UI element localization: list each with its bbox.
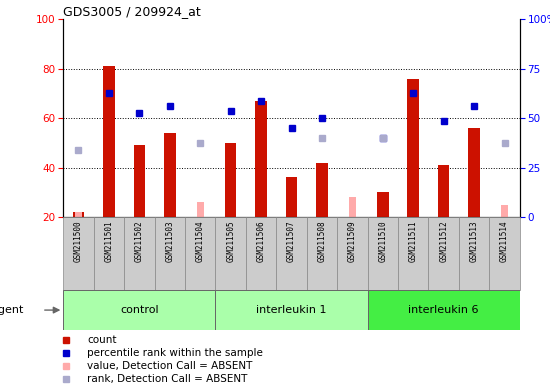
Bar bbox=[276, 217, 307, 290]
Bar bbox=[246, 217, 276, 290]
Bar bbox=[164, 133, 175, 217]
Bar bbox=[468, 128, 480, 217]
Text: GSM211508: GSM211508 bbox=[317, 220, 327, 262]
Bar bbox=[490, 217, 520, 290]
Text: GSM211506: GSM211506 bbox=[256, 220, 266, 262]
Bar bbox=[155, 217, 185, 290]
Bar bbox=[73, 212, 84, 217]
Text: GSM211503: GSM211503 bbox=[165, 220, 174, 262]
Bar bbox=[377, 192, 389, 217]
Text: value, Detection Call = ABSENT: value, Detection Call = ABSENT bbox=[87, 361, 252, 371]
Bar bbox=[459, 217, 490, 290]
Bar bbox=[197, 202, 204, 217]
Text: GSM211500: GSM211500 bbox=[74, 220, 83, 262]
Text: GSM211510: GSM211510 bbox=[378, 220, 387, 262]
Text: GSM211514: GSM211514 bbox=[500, 220, 509, 262]
Text: GSM211511: GSM211511 bbox=[409, 220, 418, 262]
Bar bbox=[225, 143, 236, 217]
Bar bbox=[367, 217, 398, 290]
Bar bbox=[438, 165, 449, 217]
Bar bbox=[216, 290, 367, 330]
Text: GSM211501: GSM211501 bbox=[104, 220, 113, 262]
Bar bbox=[349, 197, 356, 217]
Text: GSM211513: GSM211513 bbox=[470, 220, 478, 262]
Bar bbox=[75, 212, 82, 217]
Text: GSM211507: GSM211507 bbox=[287, 220, 296, 262]
Text: control: control bbox=[120, 305, 158, 315]
Text: interleukin 6: interleukin 6 bbox=[409, 305, 479, 315]
Text: GDS3005 / 209924_at: GDS3005 / 209924_at bbox=[63, 5, 201, 18]
Text: rank, Detection Call = ABSENT: rank, Detection Call = ABSENT bbox=[87, 374, 248, 384]
Text: GSM211505: GSM211505 bbox=[226, 220, 235, 262]
Bar bbox=[124, 217, 155, 290]
Bar bbox=[94, 217, 124, 290]
Bar bbox=[408, 79, 419, 217]
Bar bbox=[63, 217, 94, 290]
Text: agent: agent bbox=[0, 305, 24, 315]
Bar bbox=[255, 101, 267, 217]
Bar bbox=[103, 66, 115, 217]
Bar bbox=[428, 217, 459, 290]
Text: GSM211509: GSM211509 bbox=[348, 220, 357, 262]
Bar bbox=[307, 217, 337, 290]
Text: count: count bbox=[87, 335, 117, 345]
Bar bbox=[134, 145, 145, 217]
Bar bbox=[185, 217, 216, 290]
Bar bbox=[316, 162, 328, 217]
Text: GSM211504: GSM211504 bbox=[196, 220, 205, 262]
Bar bbox=[398, 217, 428, 290]
Bar bbox=[337, 217, 367, 290]
Text: interleukin 1: interleukin 1 bbox=[256, 305, 327, 315]
Bar bbox=[216, 217, 246, 290]
Text: percentile rank within the sample: percentile rank within the sample bbox=[87, 348, 263, 358]
Bar bbox=[63, 290, 216, 330]
Bar bbox=[501, 205, 508, 217]
Text: GSM211502: GSM211502 bbox=[135, 220, 144, 262]
Bar bbox=[367, 290, 520, 330]
Bar bbox=[285, 177, 298, 217]
Text: GSM211512: GSM211512 bbox=[439, 220, 448, 262]
